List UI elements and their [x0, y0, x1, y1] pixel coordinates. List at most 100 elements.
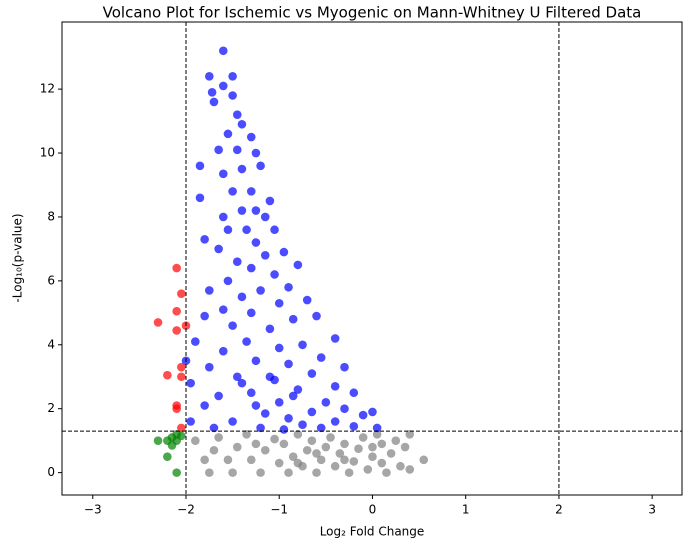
- point: [256, 286, 265, 295]
- point: [288, 452, 298, 461]
- point: [186, 378, 195, 388]
- point: [368, 407, 377, 417]
- point: [177, 423, 186, 433]
- point: [214, 433, 223, 442]
- point: [326, 433, 335, 442]
- x-tick-label: 0: [369, 503, 377, 517]
- point: [293, 429, 303, 439]
- point: [195, 161, 205, 171]
- point: [232, 110, 242, 119]
- point: [153, 436, 163, 445]
- point: [237, 292, 247, 302]
- point: [172, 404, 181, 414]
- point: [274, 458, 284, 468]
- point: [405, 429, 415, 439]
- point: [223, 455, 233, 465]
- point: [372, 429, 382, 439]
- point: [228, 417, 237, 426]
- point: [205, 72, 214, 81]
- point: [284, 468, 293, 477]
- point: [228, 91, 237, 100]
- point: [284, 282, 293, 292]
- point: [293, 260, 303, 270]
- point: [372, 423, 382, 433]
- point: [205, 362, 214, 372]
- point: [288, 391, 298, 401]
- point: [302, 445, 312, 455]
- point: [246, 187, 256, 196]
- point: [223, 225, 233, 235]
- point: [302, 295, 312, 305]
- point: [396, 461, 405, 471]
- point: [256, 468, 265, 477]
- y-tick-label: 10: [40, 146, 55, 160]
- point: [209, 97, 219, 107]
- point: [191, 436, 200, 445]
- plot-frame: [61, 21, 683, 496]
- x-tick-label: −3: [84, 503, 102, 517]
- point: [195, 193, 205, 203]
- y-tick-label: 8: [47, 209, 55, 223]
- point: [246, 388, 256, 398]
- point: [288, 314, 298, 324]
- point: [228, 72, 237, 81]
- point: [209, 445, 219, 455]
- point: [349, 457, 359, 466]
- point: [242, 429, 251, 439]
- point: [358, 433, 368, 442]
- point: [340, 439, 349, 449]
- point: [265, 324, 275, 334]
- point: [232, 257, 242, 266]
- point: [218, 46, 228, 56]
- point: [218, 169, 228, 179]
- point: [163, 452, 172, 461]
- point: [200, 235, 209, 244]
- point: [251, 148, 261, 158]
- point: [265, 196, 275, 206]
- point: [321, 442, 331, 452]
- point: [368, 452, 377, 461]
- point: [223, 276, 233, 286]
- point: [246, 455, 256, 465]
- point: [274, 398, 284, 407]
- point: [330, 334, 340, 343]
- point: [260, 212, 270, 222]
- point: [330, 461, 340, 471]
- y-tick-label: 4: [47, 337, 55, 351]
- point: [251, 356, 261, 366]
- point: [223, 129, 233, 139]
- point: [251, 238, 261, 247]
- x-axis-label: Log₂ Fold Change: [320, 525, 425, 539]
- point: [349, 421, 359, 431]
- point: [237, 164, 247, 174]
- point: [340, 404, 349, 414]
- point: [279, 439, 289, 449]
- point: [316, 455, 326, 465]
- point: [307, 407, 317, 417]
- point: [377, 439, 387, 449]
- point: [335, 449, 345, 458]
- y-tick-label: 12: [40, 82, 55, 96]
- x-tick-label: 1: [462, 503, 470, 517]
- point: [340, 362, 349, 372]
- point: [172, 436, 181, 445]
- point: [172, 468, 181, 477]
- point: [358, 410, 368, 420]
- point: [246, 263, 256, 273]
- point: [200, 401, 209, 410]
- point: [228, 468, 237, 477]
- point: [316, 353, 326, 362]
- point: [237, 378, 247, 388]
- point: [386, 449, 396, 458]
- point: [363, 465, 373, 474]
- point: [298, 420, 307, 429]
- point: [251, 439, 261, 449]
- y-tick-label: 2: [47, 401, 55, 415]
- point: [293, 385, 303, 394]
- y-tick-label: 0: [47, 465, 55, 479]
- point: [200, 455, 209, 465]
- point: [246, 132, 256, 142]
- point: [368, 442, 377, 452]
- x-tick-label: 2: [555, 503, 563, 517]
